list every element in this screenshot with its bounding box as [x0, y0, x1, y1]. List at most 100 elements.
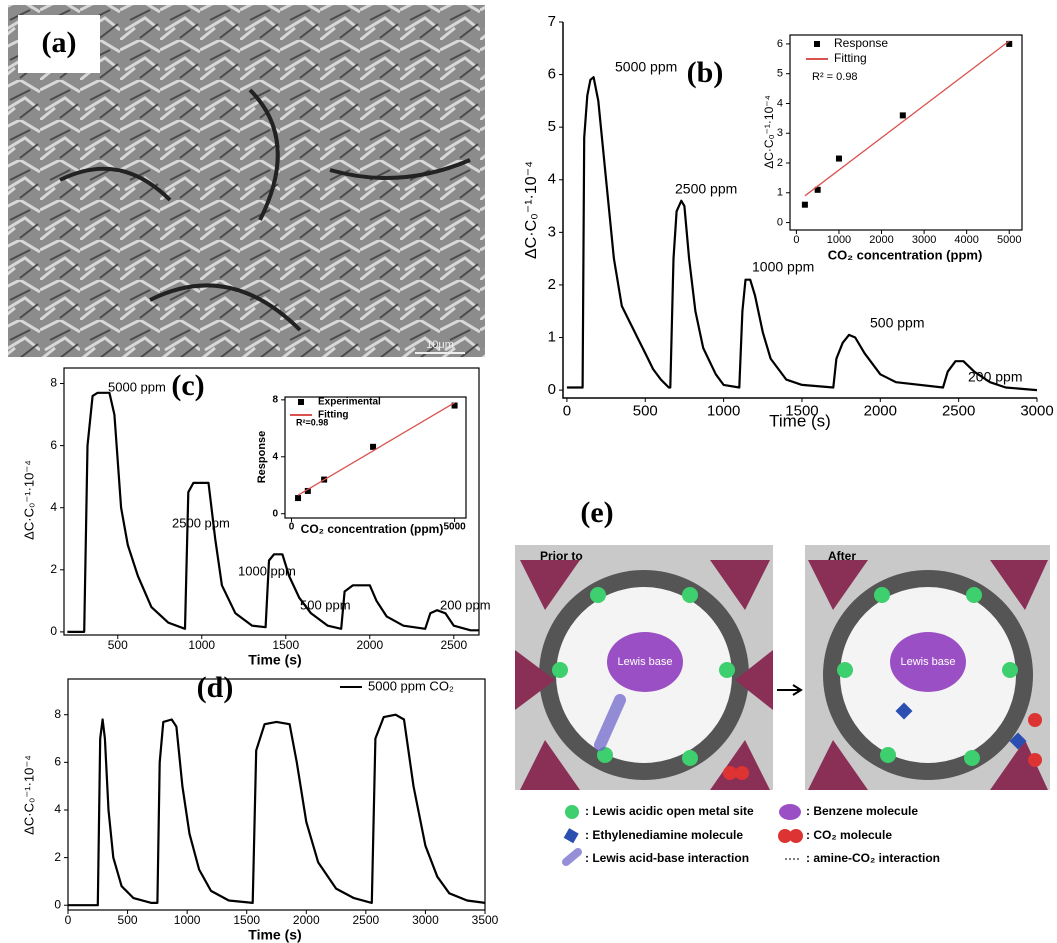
x-tick-label: 5000 [443, 522, 466, 533]
y-axis-label: ΔC·C₀⁻¹·10⁻⁴ [21, 460, 36, 540]
y-tick-label: 1 [548, 328, 556, 345]
data-line [67, 391, 479, 633]
axes-frame [67, 678, 486, 911]
arrow [777, 684, 803, 696]
panel-e: (e) Lewis base Prior to Lewis base After… [515, 496, 1050, 866]
y-tick-label: 8 [50, 376, 57, 390]
x-tick-label: 1000 [707, 402, 740, 419]
data-point [1006, 40, 1013, 47]
molecule-label: Lewis base [617, 656, 672, 668]
y-tick-label: 3 [548, 223, 556, 240]
y-tick-label: 5 [777, 68, 783, 80]
x-tick-label: 1000 [188, 638, 215, 652]
x-tick-label: 3000 [1020, 402, 1053, 419]
x-tick-label: 3000 [912, 234, 936, 246]
annotation: 5000 ppm [615, 59, 677, 75]
x-tick-label: 2500 [440, 638, 467, 652]
x-tick-label: 1500 [272, 638, 299, 652]
y-tick-label: 0 [777, 216, 783, 228]
x-axis-label: CO₂ concentration (ppm) [301, 522, 444, 536]
data-line [804, 40, 1010, 197]
x-axis-label: Time (s) [248, 652, 301, 668]
y-tick-label: 8 [272, 394, 278, 405]
x-tick-label: 500 [108, 638, 128, 652]
y-tick-label: 2 [777, 157, 783, 169]
label-box [18, 15, 100, 73]
data-line [566, 76, 1038, 392]
panel-a: (a) 10μm [8, 5, 485, 357]
y-tick-label: 3 [777, 127, 783, 139]
annotation: 200 ppm [968, 369, 1022, 385]
diagram-legend: : Lewis acidic open metal site : Benzene… [562, 804, 940, 866]
data-point [295, 495, 302, 502]
y-tick-label: 7 [548, 13, 556, 30]
y-axis-label: ΔC·C₀⁻¹·10⁻⁴ [523, 161, 540, 259]
x-tick-label: 2500 [353, 913, 380, 927]
legend-label: : Lewis acidic open metal site [585, 804, 754, 818]
x-tick-label: 5000 [997, 234, 1021, 246]
x-tick-label: 1500 [233, 913, 260, 927]
x-tick-label: 2000 [864, 402, 897, 419]
axes-frame [284, 396, 467, 519]
x-tick-label: 1500 [785, 402, 818, 419]
legend-label: : Ethylenediamine molecule [585, 828, 743, 842]
legend-label: Fitting [318, 410, 349, 421]
data-point [451, 402, 458, 409]
legend-swatch [298, 399, 304, 405]
x-tick-label: 1000 [174, 913, 201, 927]
legend-label: : amine-CO₂ interaction [806, 851, 940, 865]
axis [562, 22, 1037, 399]
data-point [801, 201, 808, 208]
y-tick-label: 4 [54, 802, 61, 816]
annotation: 5000 ppm [108, 379, 166, 394]
x-tick-label: 0 [65, 913, 72, 927]
y-tick-label: 1 [777, 187, 783, 199]
legend-label: 5000 ppm CO₂ [368, 678, 454, 693]
data-point [899, 112, 906, 119]
y-tick-label: 6 [548, 66, 556, 83]
x-tick-label: 2500 [942, 402, 975, 419]
y-tick-label: 2 [54, 850, 61, 864]
data-line [297, 402, 455, 496]
legend-label: Fitting [834, 51, 867, 65]
panel-label: (e) [580, 496, 613, 529]
x-tick-label: 0 [563, 402, 571, 419]
annotation: 500 ppm [300, 597, 351, 612]
y-tick-label: 0 [54, 897, 61, 911]
x-tick-label: 500 [118, 913, 138, 927]
framework-after: Lewis base [805, 545, 1050, 790]
y-tick-label: 2 [548, 276, 556, 293]
data-point [370, 443, 377, 450]
legend-label: Experimental [318, 397, 381, 408]
data-point [835, 155, 842, 162]
y-tick-label: 6 [54, 755, 61, 769]
framework-before: Lewis base [515, 545, 773, 790]
stage-label: After [828, 549, 856, 563]
x-tick-label: 2000 [356, 638, 383, 652]
x-tick-label: 0 [289, 522, 295, 533]
y-tick-label: 2 [50, 562, 57, 576]
x-tick-label: 2000 [293, 913, 320, 927]
x-tick-label: 3500 [472, 913, 499, 927]
y-tick-label: 4 [272, 451, 278, 462]
annotation: R²=0.98 [296, 417, 328, 427]
y-tick-label: 0 [548, 381, 556, 398]
annotation: 1000 ppm [238, 563, 296, 578]
x-axis-label: Time (s) [769, 411, 831, 430]
x-axis-label: Time (s) [248, 927, 301, 943]
scale-bar-label: 10μm [426, 339, 454, 351]
annotation: 2500 ppm [675, 181, 737, 197]
y-tick-label: 0 [50, 624, 57, 638]
y-tick-label: 0 [272, 508, 278, 519]
x-tick-label: 2000 [869, 234, 893, 246]
y-tick-label: 5 [548, 118, 556, 135]
legend-label: Response [834, 36, 888, 50]
x-tick-label: 3000 [412, 913, 439, 927]
molecule-label: Lewis base [900, 656, 955, 668]
annotation: R² = 0.98 [812, 71, 858, 83]
x-tick-label: 500 [633, 402, 658, 419]
y-tick-label: 6 [777, 38, 783, 50]
axes-frame [63, 367, 480, 636]
x-tick-label: 4000 [954, 234, 978, 246]
